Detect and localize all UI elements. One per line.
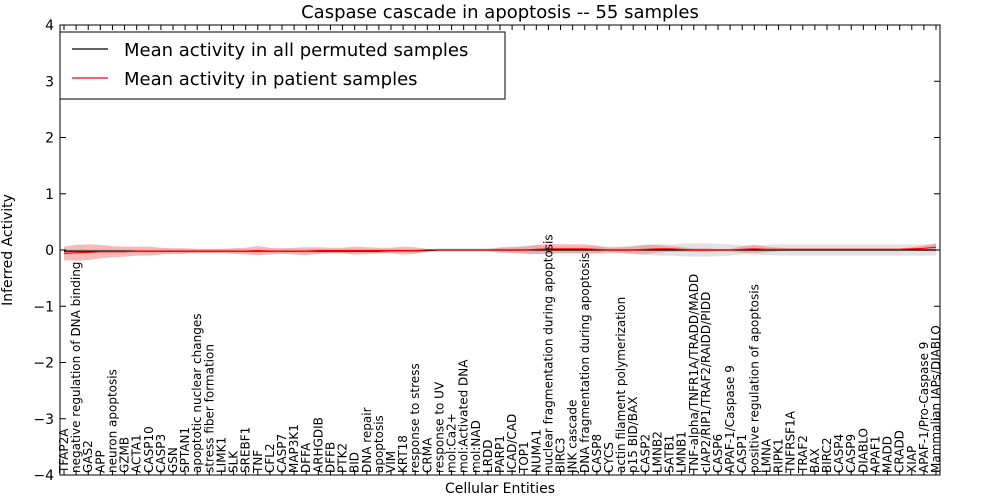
x-tick-label: APP — [93, 450, 107, 473]
y-axis: −4 −3 −2 −1 0 1 2 3 4 — [33, 18, 940, 484]
x-tick-label: response to UV — [432, 381, 446, 473]
x-tick-label: APAF1 — [868, 436, 882, 473]
x-tick-label: negative regulation of DNA binding — [69, 262, 83, 473]
y-tick-label: −3 — [33, 412, 54, 428]
band-patient — [64, 243, 936, 261]
x-tick-label: BAX — [808, 448, 822, 473]
x-tick-label: NUMA1 — [529, 429, 543, 473]
x-tick-label: cIAP2/RIP1/TRAF2/RAIDD/PIDD — [699, 292, 713, 473]
x-tick-label: LMNB2 — [650, 431, 664, 473]
x-tick-label: response to stress — [408, 363, 422, 473]
x-tick-label: RIPK1 — [772, 438, 786, 473]
x-tick-label: actin filament polymerization — [614, 297, 628, 473]
y-axis-label: Inferred Activity — [0, 194, 16, 306]
x-tick-label: CASP9 — [844, 434, 858, 473]
series-lines — [63, 246, 937, 254]
x-tick-label: nuclear fragmentation during apoptosis — [541, 234, 555, 473]
x-tick-label: LIMK1 — [214, 437, 228, 473]
x-tick-label: MADD — [881, 436, 895, 473]
legend-label-permuted: Mean activity in all permuted samples — [124, 40, 468, 61]
x-tick-label: positive regulation of apoptosis — [747, 284, 761, 473]
x-tick-label: LMNB1 — [675, 431, 689, 473]
x-tick-label: SPTAN1 — [178, 427, 192, 473]
x-tick-label: CASP10 — [142, 426, 156, 473]
x-tick-label: CASP3 — [154, 434, 168, 473]
x-tick-label: SLK — [227, 450, 241, 473]
x-tick-label: APAF-1/Caspase 9 — [723, 365, 737, 473]
x-tick-label: TNF — [251, 450, 265, 474]
x-tick-label: APAF-1/Pro-Caspase 9 — [917, 342, 931, 473]
x-tick-label: CRMA — [420, 437, 434, 473]
x-tick-label: stress fiber formation — [202, 344, 216, 473]
x-tick-label: DIABLO — [856, 428, 870, 473]
x-tick-label: mol:NAD — [469, 420, 483, 473]
y-tick-label: 3 — [45, 74, 54, 90]
x-tick-label: DFFB — [323, 442, 337, 473]
x-tick-label: CASP1 — [735, 434, 749, 473]
x-tick-label: CRADD — [893, 430, 907, 473]
y-tick-label: 0 — [45, 243, 54, 259]
x-tick-label: CASP2 — [638, 434, 652, 473]
line-patient — [63, 246, 937, 254]
x-tick-label: p15 BID/BAX — [626, 397, 640, 473]
legend: Mean activity in all permuted samples Me… — [59, 31, 506, 100]
x-tick-label: ICAD/CAD — [505, 414, 519, 473]
x-tick-label: TRAF2 — [796, 435, 810, 474]
x-tick-label: BIRC2 — [820, 437, 834, 473]
x-axis-label: Cellular Entities — [445, 481, 555, 497]
x-tick-label: apoptosis — [372, 415, 386, 473]
y-tick-label: 1 — [45, 187, 54, 203]
x-tick-label: CASP6 — [711, 434, 725, 473]
x-tick-label: PARP1 — [493, 435, 507, 473]
x-tick-label: CASP7 — [275, 434, 289, 473]
x-tick-label: DFFA — [299, 442, 313, 473]
y-tick-label: 2 — [45, 131, 54, 147]
confidence-bands — [64, 243, 936, 261]
x-tick-label: TNF-alpha/TNFR1A/TRADD/MADD — [687, 274, 701, 474]
x-tick-label: JNK cascade — [566, 400, 580, 474]
y-tick-label: −4 — [33, 468, 54, 484]
x-tick-label: TNFRSF1A — [784, 410, 798, 474]
x-tick-label: LMNA — [759, 438, 773, 473]
x-tick-label: VIM — [384, 451, 398, 473]
x-tick-label: SREBF1 — [239, 427, 253, 473]
y-tick-label: −1 — [33, 299, 54, 315]
x-tick-label: SATB1 — [663, 435, 677, 473]
y-tick-label: 4 — [45, 18, 54, 34]
legend-label-patient: Mean activity in patient samples — [124, 69, 418, 90]
x-tick-label: BID — [348, 452, 362, 473]
x-tick-label: Mammalian IAPs/DIABLO — [929, 325, 943, 473]
x-tick-label: mol:Ca2+ — [445, 413, 459, 473]
x-tick-label: TFAP2A — [57, 428, 71, 474]
x-tick-label: LRDD — [481, 439, 495, 473]
x-tick-label: CASP8 — [590, 434, 604, 473]
x-tick-label: CYCS — [602, 442, 616, 473]
x-tick-label: GZMB — [118, 437, 132, 473]
x-tick-label: CFL2 — [263, 443, 277, 473]
x-tick-label: XIAP — [905, 446, 919, 473]
chart-title: Caspase cascade in apoptosis -- 55 sampl… — [301, 2, 699, 23]
y-tick-label: −2 — [33, 356, 54, 372]
x-tick-label: MAP3K1 — [287, 424, 301, 473]
x-tick-label: GSN — [166, 447, 180, 473]
x-tick-label: neuron apoptosis — [105, 369, 119, 473]
x-tick-label: TOP1 — [517, 441, 531, 474]
x-tick-label: ACTA1 — [130, 434, 144, 473]
x-tick-label: mol:Activated DNA — [457, 359, 471, 473]
x-tick-label: BIRC3 — [554, 437, 568, 473]
x-tick-label: ARHGDIB — [311, 417, 325, 473]
x-tick-label: DNA repair — [360, 407, 374, 473]
x-tick-label: CASP4 — [832, 434, 846, 473]
x-tick-label: PTK2 — [336, 443, 350, 473]
x-tick-label: apoptotic nuclear changes — [190, 314, 204, 473]
x-tick-label: GAS2 — [81, 440, 95, 473]
x-tick-label: KRT18 — [396, 435, 410, 473]
legend-box — [59, 31, 506, 100]
x-tick-label: DNA fragmentation during apoptosis — [578, 253, 592, 473]
